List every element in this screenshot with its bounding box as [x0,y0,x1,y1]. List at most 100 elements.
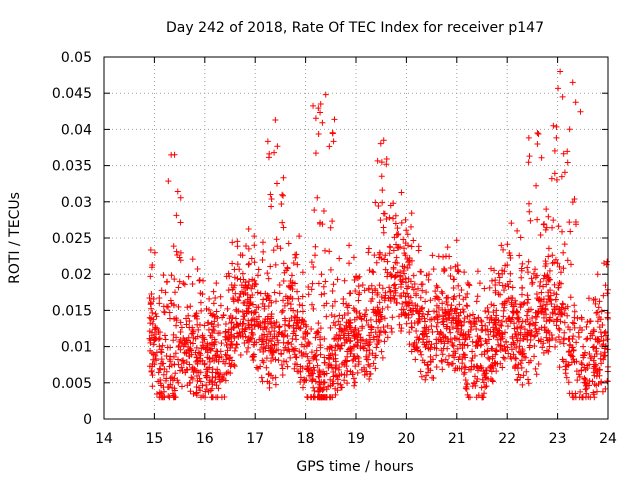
data-point [266,380,273,387]
data-point [200,277,207,284]
data-point [165,303,172,310]
data-point [421,318,428,325]
data-point [563,363,570,370]
data-point [590,389,597,396]
data-point [187,303,194,310]
data-point [239,320,246,327]
data-point [473,394,480,401]
data-point [302,328,309,335]
data-point [156,335,163,342]
data-point [492,321,499,328]
data-point [418,351,425,358]
data-point [435,304,442,311]
data-point [415,310,422,317]
data-point [271,319,278,326]
data-point [515,348,522,355]
data-point [500,354,507,361]
data-point [243,302,250,309]
data-point [279,219,286,226]
data-point [555,284,562,291]
data-point [381,315,388,322]
data-point [279,307,286,314]
data-point [218,340,225,347]
data-point [600,292,607,299]
data-point [490,302,497,309]
data-point [394,269,401,276]
data-point [175,303,182,310]
data-point [205,319,212,326]
data-point [491,267,498,274]
data-point [510,339,517,346]
data-point [293,361,300,368]
data-point [487,328,494,335]
data-point [194,265,201,272]
data-point [408,210,415,217]
data-point [259,336,266,343]
data-point [203,382,210,389]
data-point [375,307,382,314]
data-point [367,336,374,343]
data-point [151,249,158,256]
data-point [186,324,193,331]
data-point [587,355,594,362]
data-point [293,251,300,258]
data-point [184,382,191,389]
data-point [474,367,481,374]
data-point [485,331,492,338]
data-point [492,314,499,321]
x-tick-label: 20 [397,431,415,447]
data-point [422,376,429,383]
data-point [581,364,588,371]
data-point [268,358,275,365]
data-point [567,294,574,301]
data-point [583,385,590,392]
data-point [242,284,249,291]
data-point [532,319,539,326]
data-point [509,314,516,321]
data-point [525,134,532,141]
data-point [571,302,578,309]
data-point [523,368,530,375]
data-point [237,352,244,359]
data-point [253,364,260,371]
data-point [400,289,407,296]
data-point [567,261,574,268]
data-point [321,290,328,297]
data-point [492,281,499,288]
data-point [171,276,178,283]
data-point [328,344,335,351]
data-point [316,373,323,380]
data-point [380,224,387,231]
data-point [557,280,564,287]
data-point [398,306,405,313]
data-point [540,302,547,309]
data-point [543,281,550,288]
data-point [184,366,191,373]
data-point [531,353,538,360]
data-point [350,375,357,382]
data-point [263,355,270,362]
data-point [499,333,506,340]
data-point [199,357,206,364]
data-point [293,325,300,332]
data-point [260,248,267,255]
data-point [315,320,322,327]
data-point [569,319,576,326]
data-point [280,339,287,346]
data-point [310,102,317,109]
data-point [397,276,404,283]
data-point [540,283,547,290]
data-point [536,282,543,289]
data-point [462,364,469,371]
data-point [592,300,599,307]
data-point [393,241,400,248]
data-point [352,341,359,348]
data-point [439,290,446,297]
data-point [168,272,175,279]
data-point [534,140,541,147]
y-tick-label: 0.04 [61,122,92,138]
data-point [535,131,542,138]
data-point [218,353,225,360]
data-point [178,324,185,331]
data-point [574,377,581,384]
